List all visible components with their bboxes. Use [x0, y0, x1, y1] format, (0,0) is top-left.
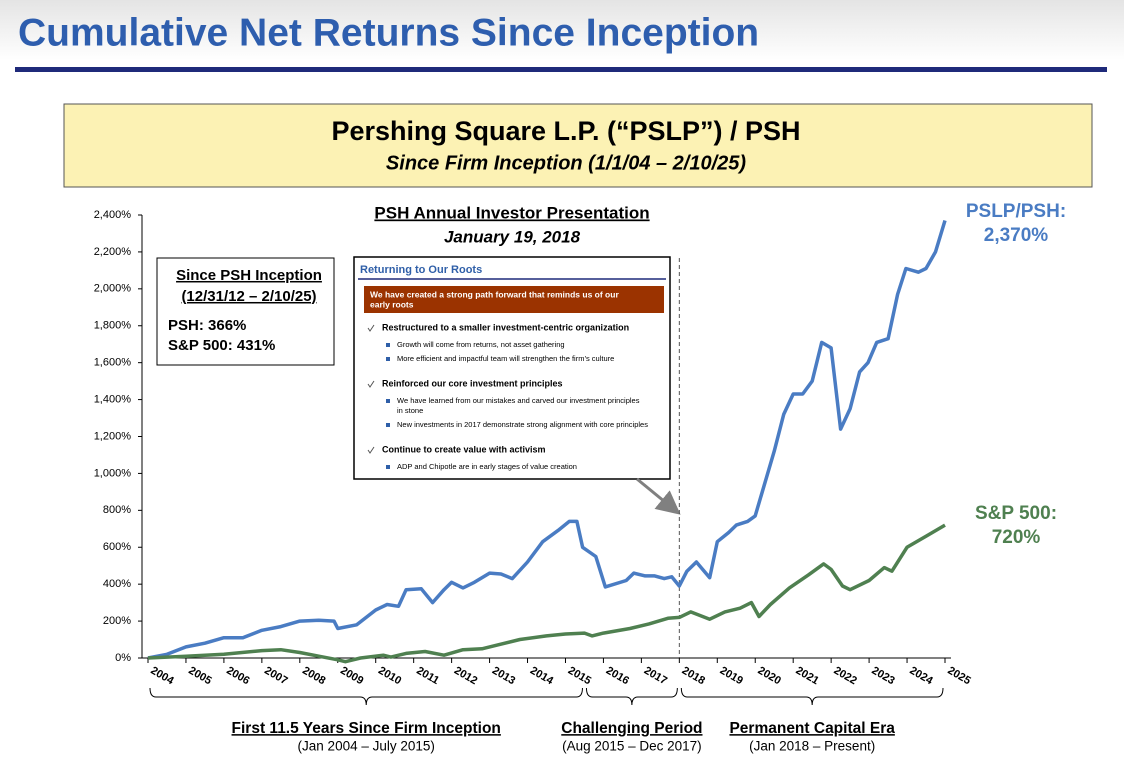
slide-banner-text: early roots [370, 299, 414, 309]
period-bracket [585, 687, 678, 706]
inset-line: PSH: 366% [168, 317, 246, 334]
slide-banner-text: We have created a strong path forward th… [370, 289, 619, 299]
banner-title: Pershing Square L.P. (“PSLP”) / PSH [331, 116, 800, 146]
y-tick-label: 2,200% [94, 246, 132, 258]
x-tick-label: 2017 [642, 665, 669, 688]
slide-title: Returning to Our Roots [360, 264, 482, 276]
x-tick-label: 2010 [376, 665, 403, 688]
page-title: Cumulative Net Returns Since Inception [18, 11, 759, 54]
x-tick-label: 2016 [604, 665, 631, 688]
y-tick-label: 600% [103, 541, 131, 553]
y-tick-label: 2,400% [94, 209, 132, 221]
series-line [147, 219, 947, 660]
period-dates: (Jan 2004 – July 2015) [298, 739, 435, 754]
check-icon [367, 324, 375, 332]
y-tick-label: 1,800% [94, 320, 132, 332]
x-tick-label: 2023 [870, 665, 897, 688]
y-tick-label: 1,000% [94, 467, 132, 479]
y-tick-label: 800% [103, 504, 131, 516]
inset-dates: (12/31/12 – 2/10/25) [181, 288, 316, 305]
x-tick-label: 2014 [528, 665, 556, 688]
x-tick-label: 2007 [262, 665, 289, 688]
bullet-icon [386, 399, 390, 403]
presentation-date: January 19, 2018 [444, 227, 581, 246]
banner-subtitle: Since Firm Inception (1/1/04 – 2/10/25) [386, 152, 746, 174]
y-tick-label: 2,000% [94, 283, 132, 295]
x-tick-label: 2011 [414, 665, 441, 687]
banner-box [63, 103, 1093, 188]
slide-bullet: ADP and Chipotle are in early stages of … [397, 462, 577, 471]
slide-bullet: in stone [397, 406, 423, 415]
x-tick-label: 2009 [338, 665, 365, 688]
period-label: Permanent Capital Era [729, 720, 895, 737]
x-tick-label: 2013 [490, 665, 517, 688]
slide-heading: Reinforced our core investment principle… [382, 378, 563, 388]
x-tick-label: 2021 [794, 665, 821, 688]
slide-heading: Continue to create value with activism [382, 444, 546, 454]
legend-label: S&P 500: [975, 503, 1057, 524]
header-bg [0, 0, 1124, 60]
x-tick-label: 2024 [907, 665, 935, 688]
x-tick-label: 2015 [566, 665, 593, 688]
x-tick-label: 2012 [452, 665, 479, 688]
bullet-icon [386, 423, 390, 427]
title-rule [15, 67, 1107, 72]
inset-line: S&P 500: 431% [168, 337, 275, 354]
end-value-label: 720% [992, 527, 1041, 548]
inset-box [156, 257, 335, 366]
y-tick-label: 1,200% [94, 430, 132, 442]
slide-bullet: New investments in 2017 demonstrate stro… [397, 420, 648, 429]
x-tick-label: 2006 [224, 665, 251, 688]
period-label: Challenging Period [561, 720, 702, 737]
bullet-icon [386, 357, 390, 361]
x-tick-label: 2004 [148, 665, 176, 688]
period-label: First 11.5 Years Since Firm Inception [232, 720, 501, 737]
pointer-arrow [636, 477, 681, 515]
x-tick-label: 2018 [680, 665, 707, 688]
x-tick-label: 2022 [832, 665, 859, 688]
x-tick-label: 2025 [945, 665, 972, 688]
slide-heading: Restructured to a smaller investment-cen… [382, 322, 629, 332]
bullet-icon [386, 465, 390, 469]
slide-bullet: More efficient and impactful team will s… [397, 354, 614, 363]
inset-title: Since PSH Inception [176, 267, 322, 284]
period-dates: (Aug 2015 – Dec 2017) [562, 739, 702, 754]
presentation-title: PSH Annual Investor Presentation [374, 203, 649, 222]
period-bracket [680, 687, 944, 706]
x-tick-label: 2005 [186, 665, 213, 688]
y-tick-label: 1,600% [94, 357, 132, 369]
check-icon [367, 380, 375, 388]
period-dates: (Jan 2018 – Present) [749, 739, 875, 754]
x-tick-label: 2019 [718, 665, 745, 688]
y-tick-label: 1,400% [94, 393, 132, 405]
end-value-label: 2,370% [984, 225, 1049, 246]
x-tick-label: 2008 [300, 665, 327, 688]
legend-label: PSLP/PSH: [966, 201, 1066, 222]
slide-bullet: Growth will come from returns, not asset… [397, 340, 565, 349]
slide-banner [364, 286, 664, 313]
check-icon [367, 446, 375, 454]
y-tick-label: 0% [115, 652, 131, 664]
series-line [147, 523, 946, 664]
slide-bullet: We have learned from our mistakes and ca… [397, 396, 640, 405]
y-tick-label: 200% [103, 615, 131, 627]
bullet-icon [386, 343, 390, 347]
y-tick-label: 400% [103, 578, 131, 590]
x-tick-label: 2020 [756, 665, 783, 688]
period-bracket [149, 687, 583, 706]
